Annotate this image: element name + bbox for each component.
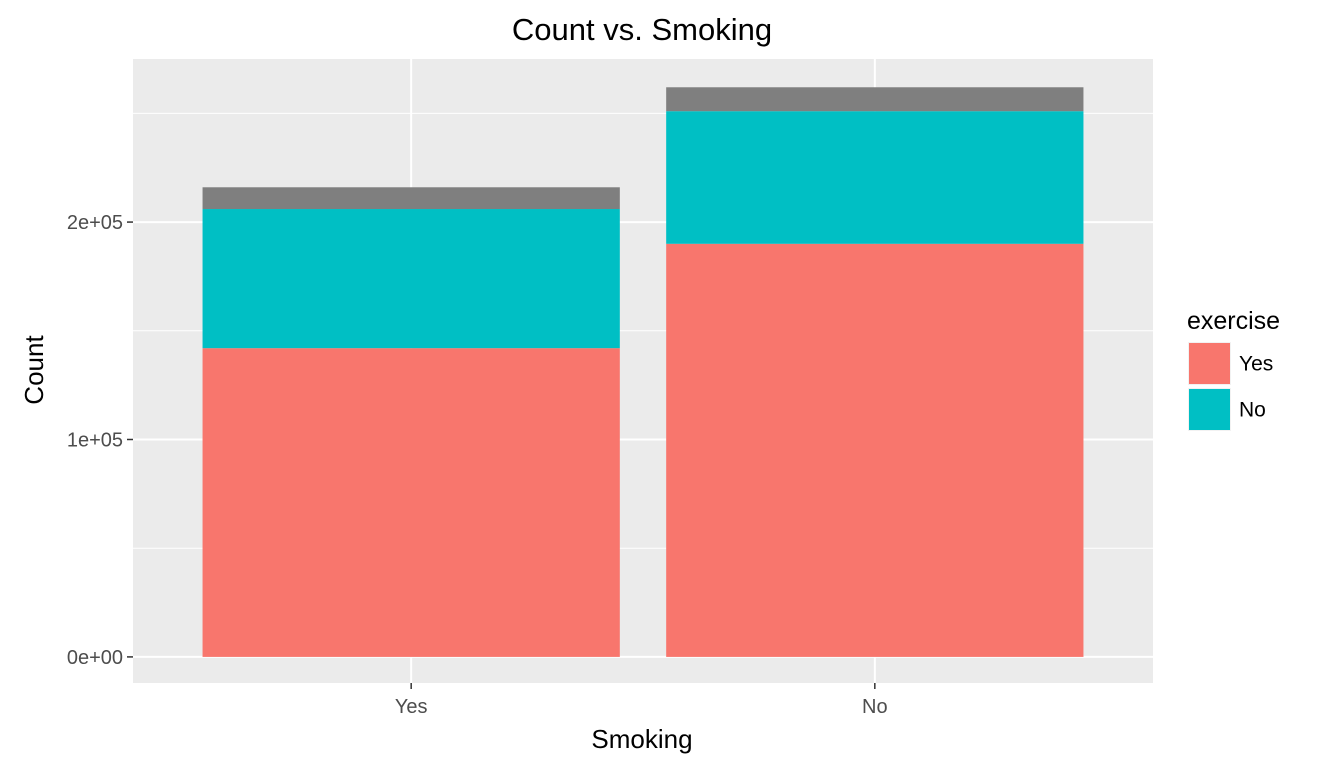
chart-title: Count vs. Smoking xyxy=(512,12,772,47)
bar-yes-yes xyxy=(202,348,620,657)
bar-no-no xyxy=(666,111,1084,244)
bar-yes-na xyxy=(202,187,620,210)
y-tick-label: 1e+05 xyxy=(67,429,123,451)
bar-yes-no xyxy=(202,209,620,349)
legend-label-no: No xyxy=(1239,399,1266,422)
bar-no-yes xyxy=(666,243,1084,657)
x-axis-title: Smoking xyxy=(591,724,692,754)
y-axis-title: Count xyxy=(19,335,49,405)
x-tick-label: No xyxy=(862,696,888,718)
x-tick-label: Yes xyxy=(395,696,428,718)
legend-key-yes xyxy=(1189,343,1230,384)
y-tick-label: 0e+00 xyxy=(67,647,123,669)
legend-key-no xyxy=(1189,389,1230,430)
legend: exercise Yes No xyxy=(1187,307,1280,431)
legend-label-yes: Yes xyxy=(1239,353,1273,376)
bars xyxy=(202,87,1084,657)
bar-no-na xyxy=(666,87,1084,112)
legend-title: exercise xyxy=(1187,307,1280,335)
y-tick-label: 2e+05 xyxy=(67,212,123,234)
axes: 0e+00 1e+05 2e+05 Yes No xyxy=(67,212,888,718)
